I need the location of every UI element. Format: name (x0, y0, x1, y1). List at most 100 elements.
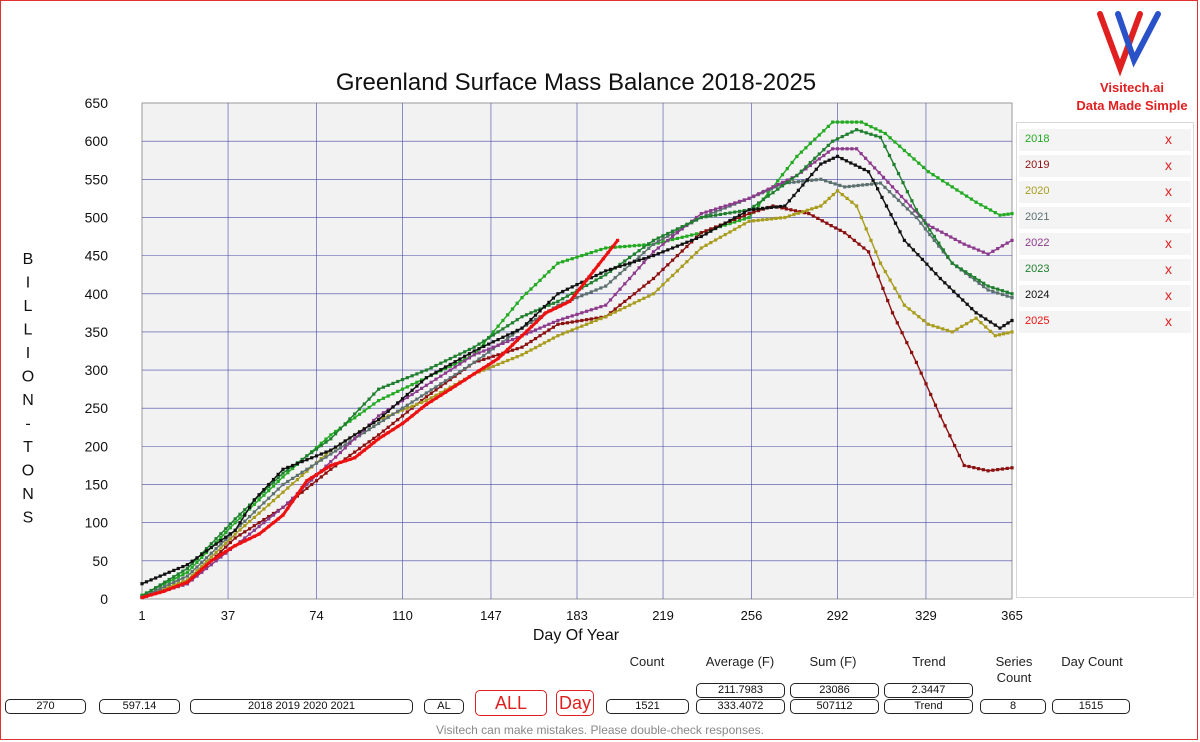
series-point-2024 (472, 349, 476, 353)
series-point-2023 (656, 236, 660, 240)
series-point-2020 (542, 341, 546, 345)
series-point-2022 (271, 513, 276, 517)
series-point-2021 (477, 357, 481, 361)
count-field[interactable]: 1521 (606, 699, 689, 714)
series-point-2023 (776, 187, 780, 191)
legend-item-2018[interactable]: 2018 x (1019, 129, 1191, 151)
all-button[interactable]: ALL (475, 690, 547, 716)
field-years[interactable]: 2018 2019 2020 2021 (190, 699, 413, 714)
series-point-2022 (742, 198, 746, 202)
series-point-2020 (984, 325, 988, 329)
series-point-2022 (671, 234, 675, 239)
series-point-2020 (547, 338, 551, 343)
series-point-2019 (981, 468, 985, 472)
series-point-2018 (589, 251, 593, 255)
series-point-2024 (561, 289, 565, 294)
series-point-2023 (968, 273, 972, 277)
series-point-2019 (434, 388, 438, 392)
series-point-2018 (799, 150, 803, 154)
series-point-2023 (238, 512, 242, 516)
legend-item-2025[interactable]: 2025 x (1019, 311, 1191, 333)
series-point-2018 (907, 153, 911, 157)
series-point-2023 (570, 291, 574, 295)
sum-field[interactable]: 507112 (790, 699, 879, 714)
trend-field[interactable]: Trend (884, 699, 973, 714)
legend-item-2020[interactable]: 2020 x (1019, 181, 1191, 203)
legend-item-2019[interactable]: 2019 x (1019, 155, 1191, 177)
series-point-2025 (458, 381, 462, 385)
field-al[interactable]: AL (424, 699, 464, 714)
series-count-field[interactable]: 8 (980, 699, 1046, 714)
series-point-2019 (843, 231, 847, 235)
remove-series-icon[interactable]: x (1165, 287, 1172, 303)
series-point-2022 (400, 399, 405, 403)
day-count-field[interactable]: 1515 (1052, 699, 1130, 714)
legend-item-2024[interactable]: 2024 x (1019, 285, 1191, 307)
series-point-2023 (400, 378, 405, 382)
series-point-2022 (248, 532, 252, 536)
legend-item-2021[interactable]: 2021 x (1019, 207, 1191, 229)
remove-series-icon[interactable]: x (1165, 235, 1172, 251)
trend-top-field[interactable]: 2.3447 (884, 683, 973, 698)
average-top-field[interactable]: 211.7983 (696, 683, 785, 698)
series-point-2024 (765, 206, 769, 210)
series-point-2022 (565, 315, 569, 319)
series-point-2020 (420, 400, 424, 405)
series-point-2022 (372, 418, 376, 422)
remove-series-icon[interactable]: x (1165, 313, 1172, 329)
series-point-2022 (859, 152, 863, 156)
series-point-2022 (776, 183, 780, 187)
series-point-2019 (953, 444, 957, 448)
series-point-2024 (810, 172, 814, 177)
sum-top-field[interactable]: 23086 (790, 683, 879, 698)
series-point-2024 (458, 357, 462, 361)
series-point-2023 (950, 261, 954, 265)
day-button[interactable]: Day (556, 690, 594, 716)
series-point-2018 (936, 176, 940, 180)
series-point-2020 (176, 581, 180, 585)
series-point-2024 (314, 454, 319, 458)
series-point-2024 (372, 421, 376, 425)
series-point-2024 (844, 159, 848, 163)
series-point-2018 (864, 122, 868, 126)
series-point-2020 (993, 334, 997, 338)
series-point-2018 (219, 536, 223, 540)
series-point-2021 (305, 467, 309, 471)
field-2[interactable]: 597.14 (99, 699, 180, 714)
series-point-2020 (515, 355, 519, 359)
average-field[interactable]: 333.4072 (696, 699, 785, 714)
series-point-2024 (353, 433, 357, 437)
series-point-2018 (671, 238, 675, 242)
remove-series-icon[interactable]: x (1165, 131, 1172, 147)
series-point-2020 (647, 294, 651, 298)
series-point-2018 (276, 479, 280, 484)
series-point-2025 (233, 544, 237, 548)
remove-series-icon[interactable]: x (1165, 209, 1172, 225)
series-point-2020 (1002, 332, 1006, 336)
series-point-2025 (248, 537, 252, 541)
y-tick-label: 550 (85, 171, 109, 187)
series-point-2018 (883, 131, 887, 136)
series-point-2020 (429, 396, 433, 400)
series-point-2019 (424, 395, 428, 399)
series-point-2021 (324, 455, 328, 459)
legend-item-2022[interactable]: 2022 x (1019, 233, 1191, 255)
series-point-2021 (219, 542, 223, 546)
x-axis-label: Day Of Year (533, 627, 620, 644)
series-point-2019 (647, 280, 651, 284)
series-point-2025 (534, 320, 538, 324)
series-point-2024 (690, 238, 694, 242)
remove-series-icon[interactable]: x (1165, 157, 1172, 173)
series-point-2019 (243, 530, 247, 534)
remove-series-icon[interactable]: x (1165, 261, 1172, 277)
series-point-2024 (1010, 318, 1014, 323)
series-point-2020 (381, 416, 385, 420)
field-1[interactable]: 270 (5, 699, 86, 714)
legend-item-2023[interactable]: 2023 x (1019, 259, 1191, 281)
y-tick-label: 50 (92, 553, 108, 569)
series-point-2020 (506, 358, 510, 363)
series-point-2022 (334, 455, 338, 459)
remove-series-icon[interactable]: x (1165, 183, 1172, 199)
series-point-2024 (1002, 324, 1006, 328)
series-point-2024 (248, 505, 252, 509)
